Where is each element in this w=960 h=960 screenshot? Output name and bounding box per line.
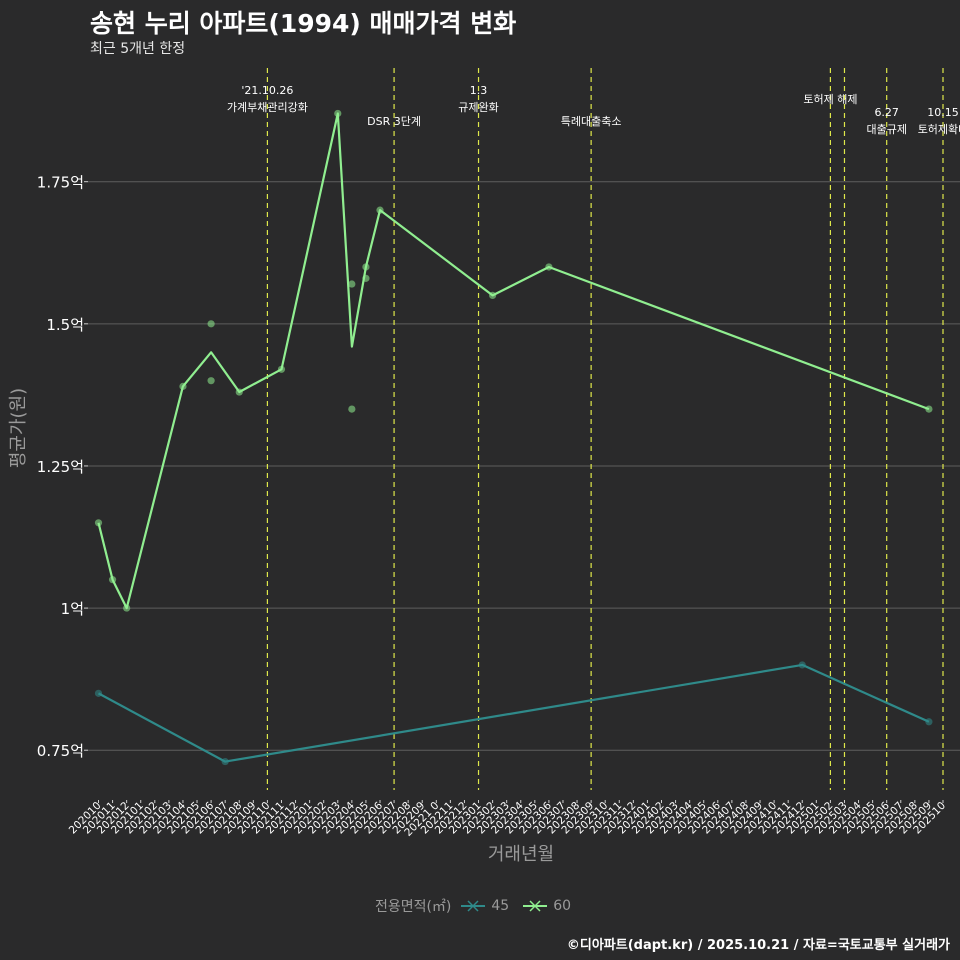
legend-key-60-icon bbox=[523, 900, 548, 912]
legend-title: 전용면적(㎡) bbox=[374, 899, 452, 915]
data-point-60 bbox=[348, 280, 356, 288]
event-date-label: 6.27 bbox=[874, 106, 899, 119]
event-name-label: DSR 3단계 bbox=[367, 115, 421, 128]
event-name-label: 가계부채관리강화 bbox=[227, 101, 308, 114]
data-point-60 bbox=[925, 405, 933, 413]
event-name-label: 토허제확대 bbox=[918, 123, 960, 136]
data-point-60 bbox=[207, 320, 215, 328]
data-point-60 bbox=[94, 519, 103, 527]
data-point-60 bbox=[376, 206, 384, 214]
series-line-45 bbox=[97, 663, 930, 763]
data-point-60 bbox=[545, 263, 553, 271]
data-point-60 bbox=[334, 109, 342, 118]
y-tick-label: 1.5억 bbox=[46, 316, 84, 334]
y-tick-label: 1억 bbox=[61, 600, 84, 618]
event-date-label: 10.15 bbox=[927, 106, 959, 119]
data-point-60 bbox=[362, 274, 370, 282]
event-name-label: 규제완화 bbox=[458, 101, 498, 114]
legend-label-60: 60 bbox=[553, 898, 572, 914]
source-caption: ©디아파트(dapt.kr) / 2025.10.21 / 자료=국토교통부 실… bbox=[566, 938, 950, 953]
data-point-45 bbox=[798, 661, 806, 669]
y-axis-title: 평균가(원) bbox=[8, 388, 29, 468]
data-point-60 bbox=[348, 405, 356, 413]
legend-item-45: 45 bbox=[461, 898, 509, 914]
data-point-60 bbox=[108, 576, 117, 584]
chart-title: 송현 누리 아파트(1994) 매매가격 변화 bbox=[90, 9, 517, 38]
data-point-60 bbox=[277, 365, 286, 373]
data-point-60 bbox=[235, 388, 243, 396]
event-name-label: 특례대출축소 bbox=[561, 115, 622, 128]
legend-item-60: 60 bbox=[523, 898, 571, 914]
y-tick-label: 0.75억 bbox=[37, 742, 84, 760]
event-name-label: 토허제 해제 bbox=[803, 92, 857, 106]
data-point-60 bbox=[362, 263, 370, 271]
chart-subtitle: 최근 5개년 한정 bbox=[90, 41, 186, 57]
event-name-label: 대출규제 bbox=[866, 123, 906, 136]
y-tick-label: 1.25억 bbox=[37, 458, 84, 476]
legend: 전용면적(㎡) 45 60 bbox=[0, 896, 960, 916]
data-point-60 bbox=[489, 291, 497, 300]
legend-key-45-icon bbox=[461, 900, 486, 912]
event-date-label: 1.3 bbox=[470, 84, 488, 97]
data-point-60 bbox=[179, 382, 187, 390]
series-line-60 bbox=[97, 112, 930, 610]
data-point-45 bbox=[925, 718, 933, 726]
legend-label-45: 45 bbox=[491, 898, 510, 914]
y-tick-label: 1.75억 bbox=[37, 174, 84, 192]
data-point-60 bbox=[207, 377, 215, 385]
data-point-45 bbox=[94, 689, 103, 697]
data-point-45 bbox=[221, 757, 229, 766]
event-date-label: '21.10.26 bbox=[241, 84, 293, 97]
data-point-60 bbox=[123, 604, 131, 612]
x-axis-title: 거래년월 bbox=[488, 844, 554, 865]
